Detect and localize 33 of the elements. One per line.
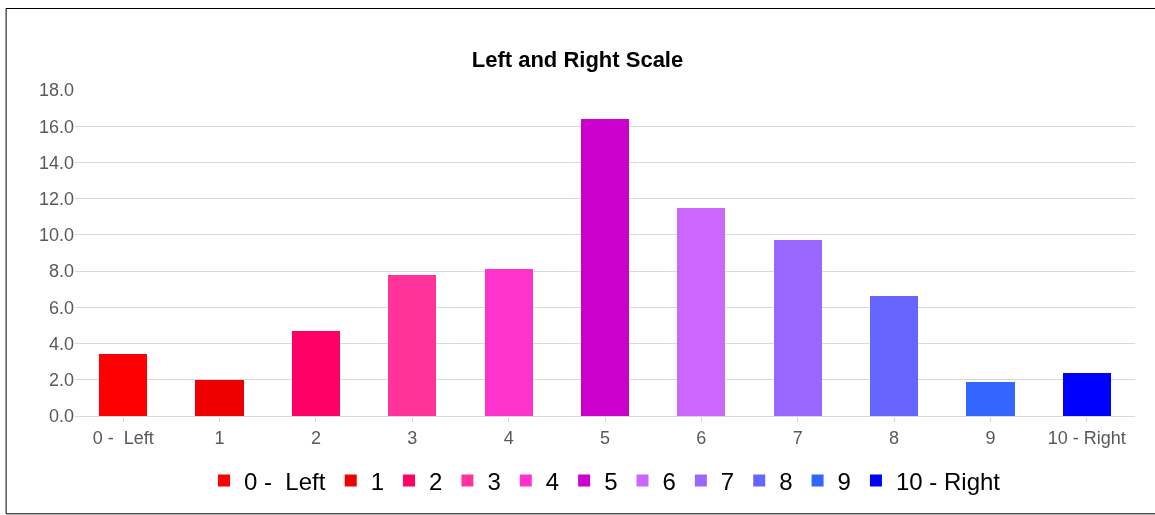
x-tick-label: 2 bbox=[310, 427, 321, 448]
x-tick-label: 0 - Left bbox=[92, 427, 154, 448]
x-tick-label: 5 bbox=[599, 427, 611, 448]
y-tick-label: 4.0 bbox=[48, 333, 74, 354]
y-tick-label: 12.0 bbox=[38, 188, 74, 209]
legend-label: 0 - Left bbox=[244, 467, 326, 495]
x-tick-label: 4 bbox=[503, 427, 514, 448]
x-tick-label: 10 - Right bbox=[1047, 427, 1126, 448]
y-tick-label: 0.0 bbox=[48, 406, 74, 427]
x-tick-label: 6 bbox=[696, 427, 707, 448]
legend-label: 7 bbox=[720, 467, 735, 495]
y-tick-label: 6.0 bbox=[48, 297, 74, 318]
legend-label: 4 bbox=[545, 467, 560, 495]
legend-label: 10 - Right bbox=[895, 467, 1001, 495]
legend-label: 9 bbox=[837, 467, 851, 495]
x-tick-label: 8 bbox=[889, 427, 900, 448]
y-tick-label: 16.0 bbox=[38, 116, 74, 137]
legend-label: 1 bbox=[370, 467, 385, 495]
y-tick-label: 2.0 bbox=[48, 370, 74, 391]
y-tick-label: 14.0 bbox=[38, 152, 74, 173]
legend-label: 8 bbox=[779, 467, 793, 495]
y-tick-label: 18.0 bbox=[38, 80, 74, 101]
x-tick-label: 9 bbox=[985, 427, 996, 448]
y-tick-label: 10.0 bbox=[38, 225, 74, 246]
legend-label: 2 bbox=[429, 467, 443, 495]
chart-title: Left and Right Scale bbox=[471, 46, 684, 72]
legend-label: 3 bbox=[487, 467, 501, 495]
legend-label: 6 bbox=[662, 467, 676, 495]
legend-label: 5 bbox=[604, 467, 618, 495]
x-tick-label: 1 bbox=[214, 427, 225, 448]
x-tick-label: 7 bbox=[792, 427, 803, 448]
x-tick-label: 3 bbox=[407, 427, 418, 448]
y-tick-label: 8.0 bbox=[48, 261, 74, 282]
